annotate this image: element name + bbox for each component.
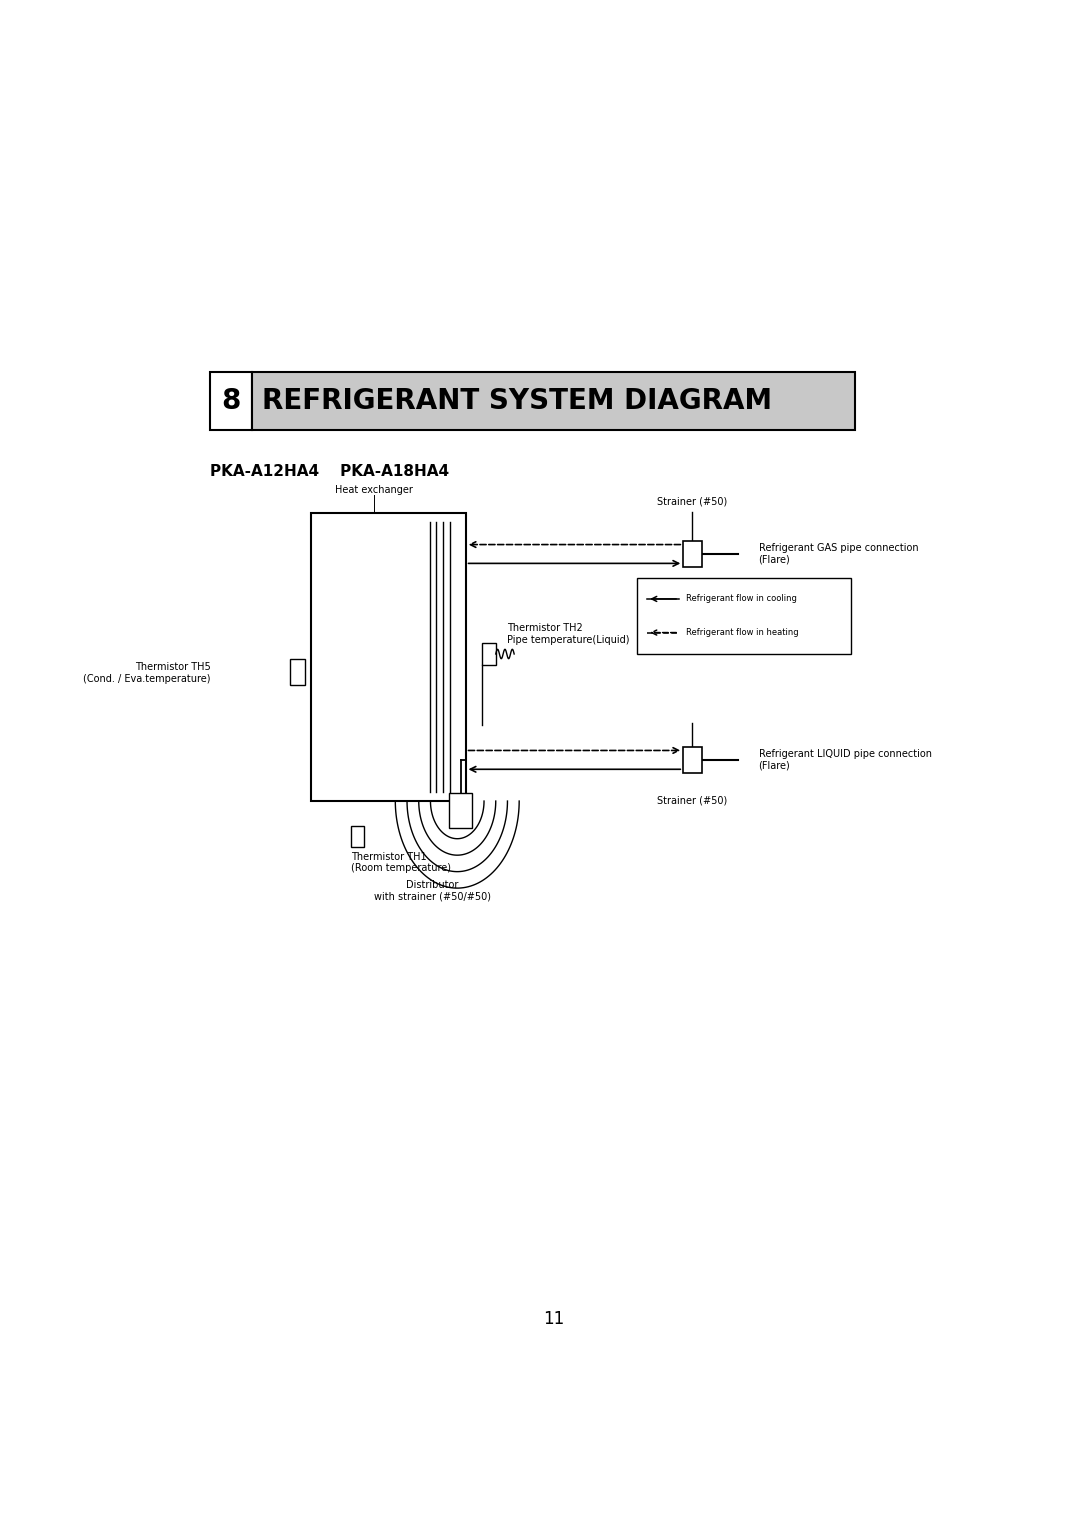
Text: Refrigerant GAS pipe connection
(Flare): Refrigerant GAS pipe connection (Flare) xyxy=(758,542,918,565)
Text: Thermistor TH2
Pipe temperature(Liquid): Thermistor TH2 Pipe temperature(Liquid) xyxy=(508,623,630,645)
Text: Heat exchanger: Heat exchanger xyxy=(335,486,413,495)
Text: PKA-A12HA4    PKA-A18HA4: PKA-A12HA4 PKA-A18HA4 xyxy=(211,465,449,480)
Text: 11: 11 xyxy=(543,1309,564,1328)
Bar xyxy=(637,578,851,654)
Text: Distributor
with strainer (#50/#50): Distributor with strainer (#50/#50) xyxy=(374,880,490,902)
Text: 8: 8 xyxy=(221,387,241,416)
Bar xyxy=(311,513,465,801)
Text: Refrigerant flow in heating: Refrigerant flow in heating xyxy=(686,628,798,637)
Bar xyxy=(289,659,305,685)
Bar xyxy=(684,541,702,567)
Text: Strainer (#50): Strainer (#50) xyxy=(658,795,728,805)
Text: REFRIGERANT SYSTEM DIAGRAM: REFRIGERANT SYSTEM DIAGRAM xyxy=(262,387,772,416)
Bar xyxy=(351,825,364,847)
Bar xyxy=(253,371,855,431)
Text: Thermistor TH1
(Room temperature): Thermistor TH1 (Room temperature) xyxy=(351,851,451,872)
Text: Strainer (#50): Strainer (#50) xyxy=(658,497,728,507)
Bar xyxy=(449,793,472,828)
Bar xyxy=(211,371,253,431)
Bar xyxy=(483,643,496,665)
Bar xyxy=(684,747,702,773)
Text: Thermistor TH5
(Cond. / Eva.temperature): Thermistor TH5 (Cond. / Eva.temperature) xyxy=(83,662,211,683)
Text: Refrigerant flow in cooling: Refrigerant flow in cooling xyxy=(686,594,797,604)
Text: Refrigerant LIQUID pipe connection
(Flare): Refrigerant LIQUID pipe connection (Flar… xyxy=(758,749,932,770)
